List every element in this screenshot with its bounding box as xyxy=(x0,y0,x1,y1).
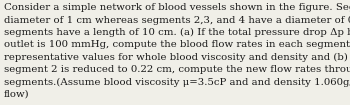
Text: outlet is 100 mmHg, compute the blood flow rates in each segment assuming: outlet is 100 mmHg, compute the blood fl… xyxy=(4,40,350,49)
Text: diameter of 1 cm whereas segments 2,3, and 4 have a diameter of 0.25 cm. All the: diameter of 1 cm whereas segments 2,3, a… xyxy=(4,16,350,25)
Text: segment 2 is reduced to 0.22 cm, compute the new flow rates through each of: segment 2 is reduced to 0.22 cm, compute… xyxy=(4,65,350,74)
Text: flow): flow) xyxy=(4,90,29,99)
Text: Consider a simple network of blood vessels shown in the figure. Segments 1 has a: Consider a simple network of blood vesse… xyxy=(4,3,350,12)
Text: segments.(Assume blood viscosity μ=3.5cP and and density 1.060g/cm3 and laminar: segments.(Assume blood viscosity μ=3.5cP… xyxy=(4,77,350,87)
Text: representative values for whole blood viscosity and density and (b) if the diame: representative values for whole blood vi… xyxy=(4,53,350,62)
Text: segments have a length of 10 cm. (a) If the total pressure drop Δp between the i: segments have a length of 10 cm. (a) If … xyxy=(4,28,350,37)
